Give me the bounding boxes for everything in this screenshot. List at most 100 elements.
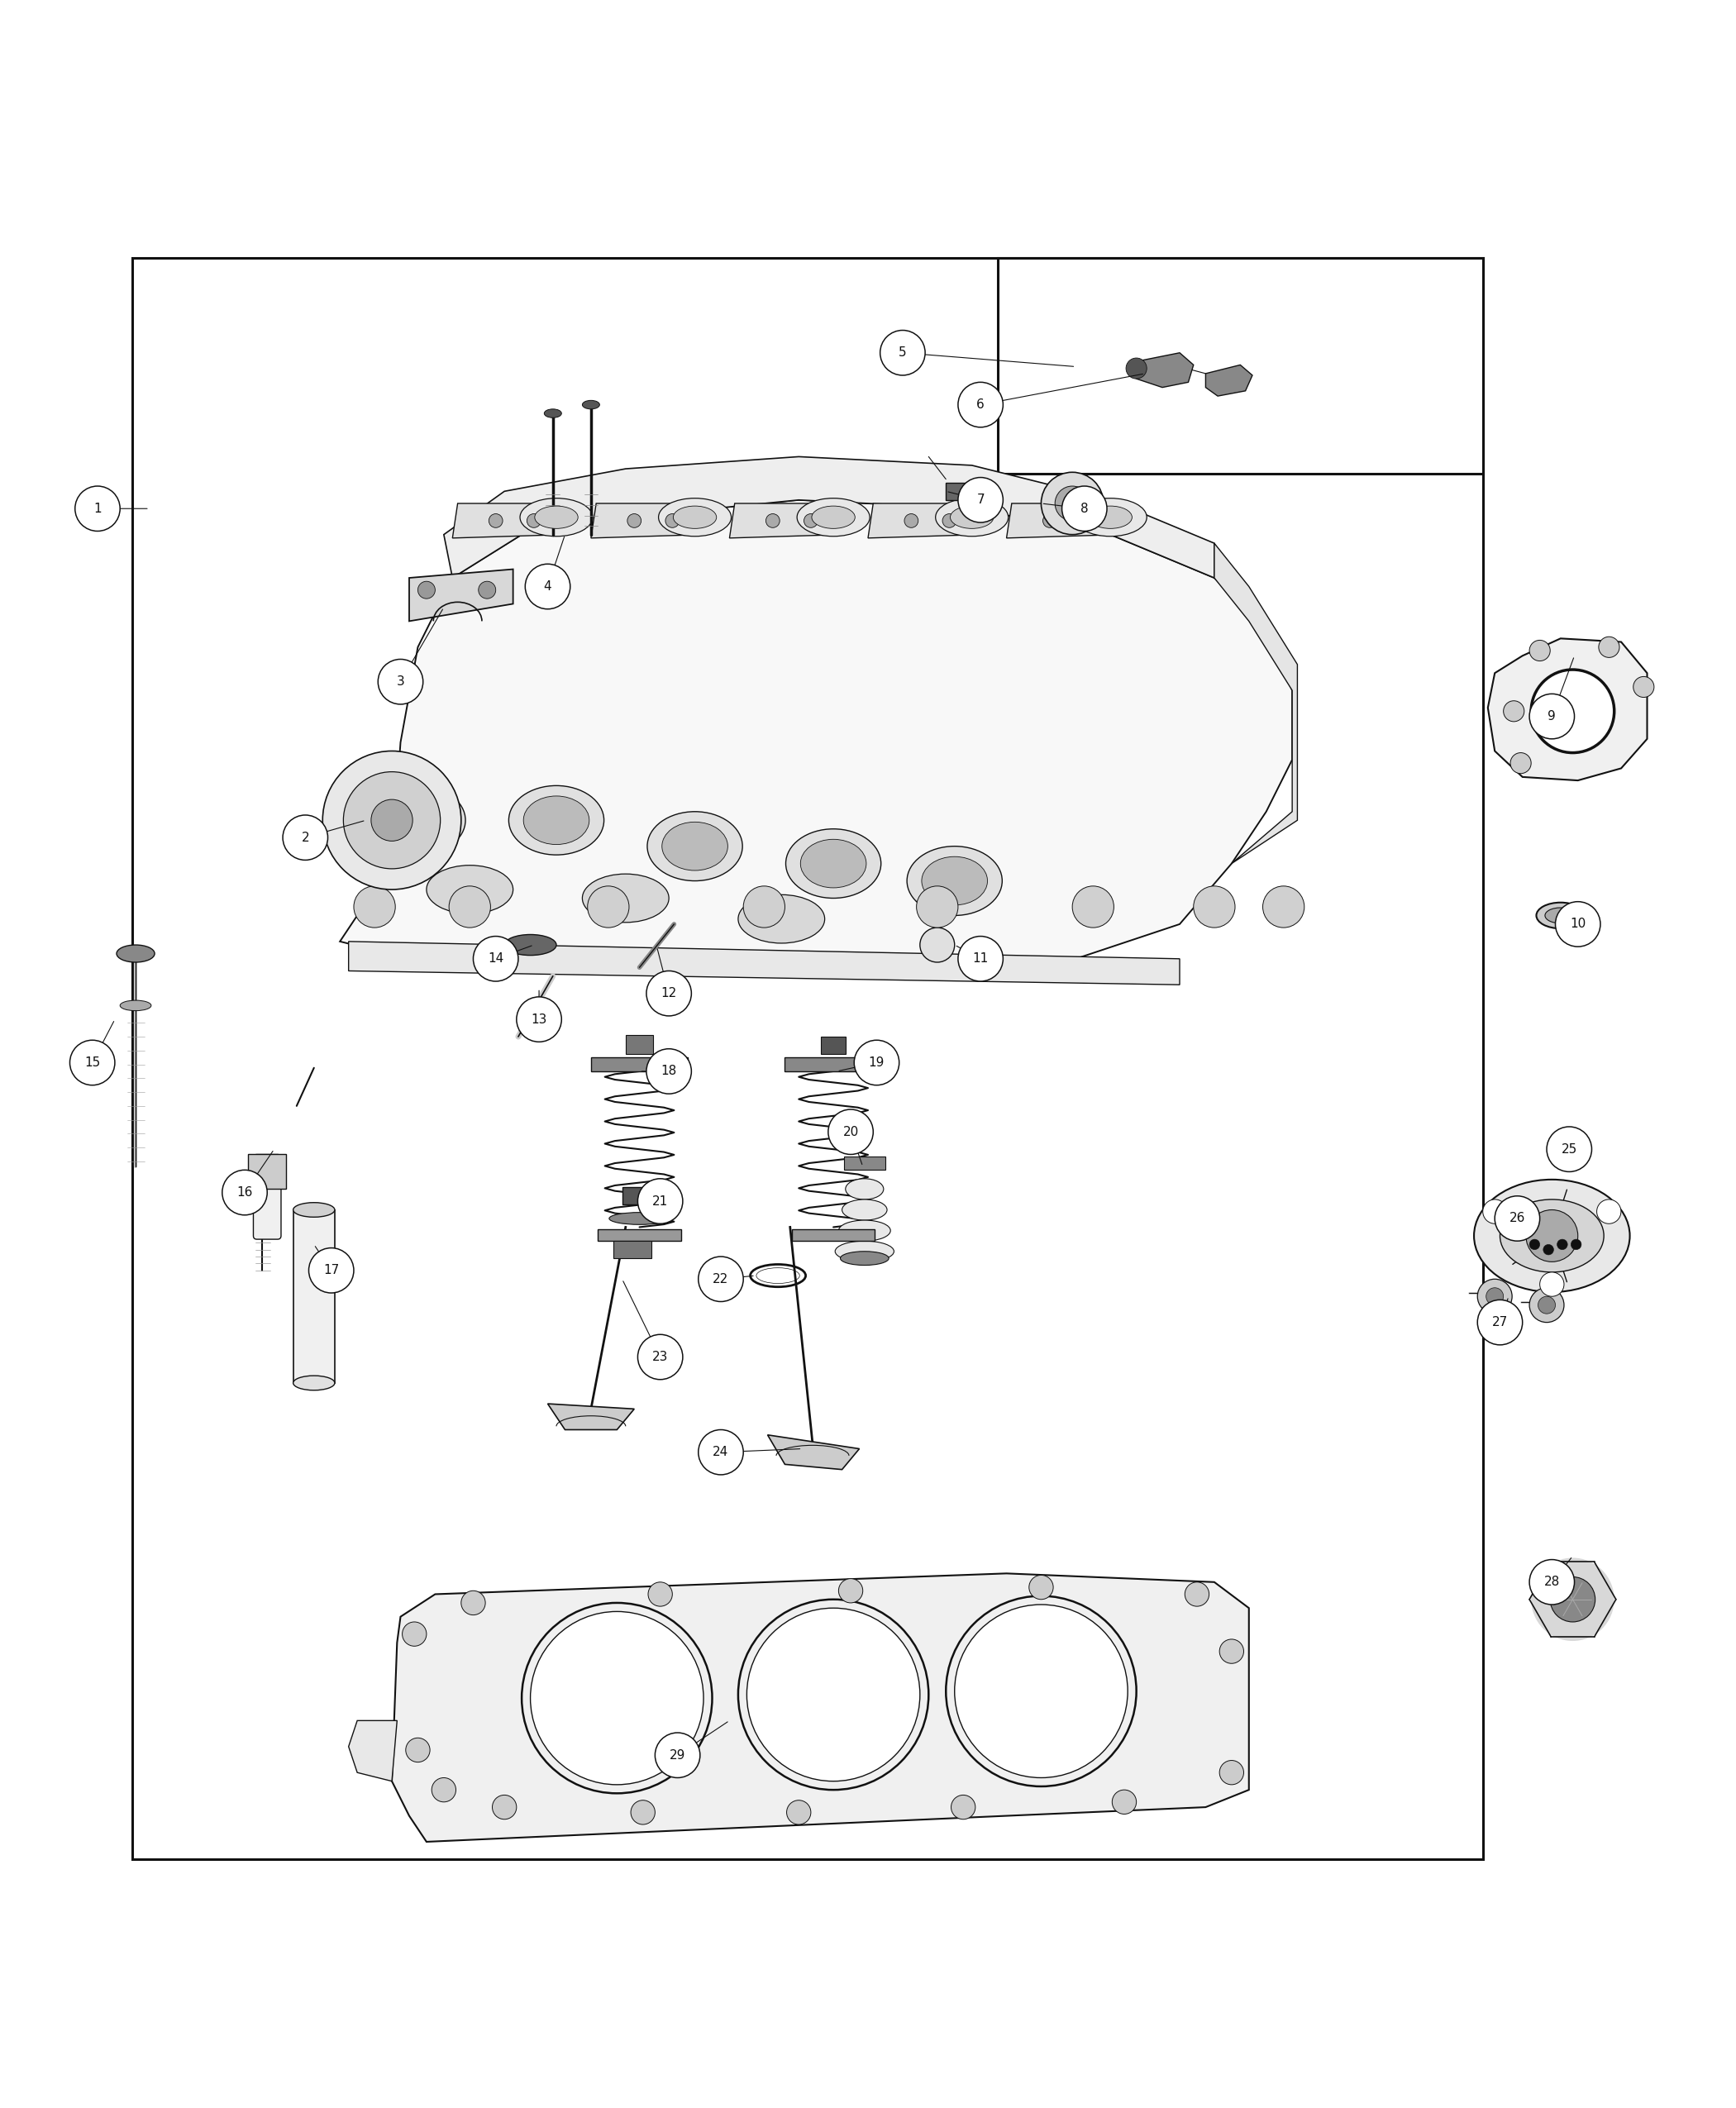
Bar [792,1229,875,1242]
Circle shape [490,514,503,527]
Circle shape [1529,1288,1564,1322]
Ellipse shape [370,786,465,856]
Ellipse shape [524,797,589,845]
Circle shape [1194,885,1234,928]
Ellipse shape [1536,902,1585,928]
Ellipse shape [535,506,578,529]
Circle shape [627,514,641,527]
Circle shape [450,885,491,928]
Circle shape [698,1256,743,1301]
Text: 28: 28 [1543,1577,1561,1587]
Polygon shape [767,1436,859,1469]
Circle shape [1029,1575,1054,1600]
Ellipse shape [427,864,514,913]
Ellipse shape [812,506,856,529]
Ellipse shape [1531,670,1614,753]
FancyBboxPatch shape [253,1155,281,1240]
Circle shape [698,1429,743,1476]
Circle shape [943,514,957,527]
Circle shape [1531,1558,1614,1640]
Text: 25: 25 [1561,1143,1578,1155]
Circle shape [838,1579,863,1602]
Circle shape [854,1039,899,1086]
Bar [998,257,1483,474]
Circle shape [1529,1240,1540,1250]
Ellipse shape [521,497,592,535]
Text: 11: 11 [972,953,988,965]
Circle shape [958,476,1003,523]
Ellipse shape [658,497,731,535]
Bar [132,257,1483,1859]
Text: 23: 23 [653,1351,668,1364]
Circle shape [372,799,413,841]
Bar [597,1229,681,1242]
Polygon shape [868,504,981,538]
Text: 20: 20 [842,1126,859,1138]
Ellipse shape [116,944,155,961]
Circle shape [418,582,436,599]
Circle shape [920,928,955,961]
Ellipse shape [840,1252,889,1265]
Ellipse shape [922,856,988,904]
Bar [946,483,977,500]
Text: 7: 7 [977,493,984,506]
Circle shape [1557,1240,1568,1250]
Polygon shape [590,504,703,538]
Circle shape [646,972,691,1016]
Circle shape [1526,1210,1578,1263]
Text: 2: 2 [302,831,309,843]
Text: 12: 12 [661,987,677,999]
Polygon shape [1137,352,1194,388]
Circle shape [474,936,519,982]
Text: 29: 29 [670,1750,686,1762]
Circle shape [526,565,569,609]
Ellipse shape [738,894,825,942]
Polygon shape [547,1404,634,1429]
Circle shape [646,1050,691,1094]
Text: 4: 4 [543,580,552,592]
Circle shape [786,1800,811,1826]
Ellipse shape [582,875,668,923]
Circle shape [1547,1126,1592,1172]
Text: 21: 21 [653,1195,668,1208]
Circle shape [528,514,542,527]
Circle shape [958,382,1003,428]
Circle shape [955,1604,1128,1777]
Ellipse shape [906,845,1002,915]
Polygon shape [453,504,564,538]
Bar [293,1210,335,1383]
Ellipse shape [835,1242,894,1263]
Text: 9: 9 [1549,710,1555,723]
Text: 14: 14 [488,953,503,965]
Circle shape [828,1109,873,1155]
Text: 8: 8 [1080,502,1088,514]
Text: 6: 6 [977,398,984,411]
Circle shape [1043,514,1057,527]
Polygon shape [1213,544,1297,864]
Circle shape [746,1608,920,1781]
Bar [621,1187,656,1204]
Circle shape [804,514,818,527]
Text: 16: 16 [236,1187,253,1199]
Circle shape [880,331,925,375]
Circle shape [648,1583,672,1606]
Text: 15: 15 [85,1056,101,1069]
Circle shape [1127,358,1147,379]
Circle shape [637,1178,682,1223]
Circle shape [1529,694,1575,740]
Bar [844,1155,885,1170]
Circle shape [1186,1583,1208,1606]
Circle shape [1486,1288,1503,1305]
Circle shape [1219,1640,1243,1663]
Circle shape [958,936,1003,982]
Circle shape [1571,1240,1581,1250]
Ellipse shape [674,506,717,529]
Ellipse shape [505,934,556,955]
Bar [785,1058,882,1071]
Ellipse shape [120,1001,151,1010]
Circle shape [1262,885,1304,928]
Ellipse shape [757,1267,800,1284]
Text: 26: 26 [1509,1212,1526,1225]
FancyBboxPatch shape [248,1155,286,1189]
Circle shape [1055,487,1090,521]
